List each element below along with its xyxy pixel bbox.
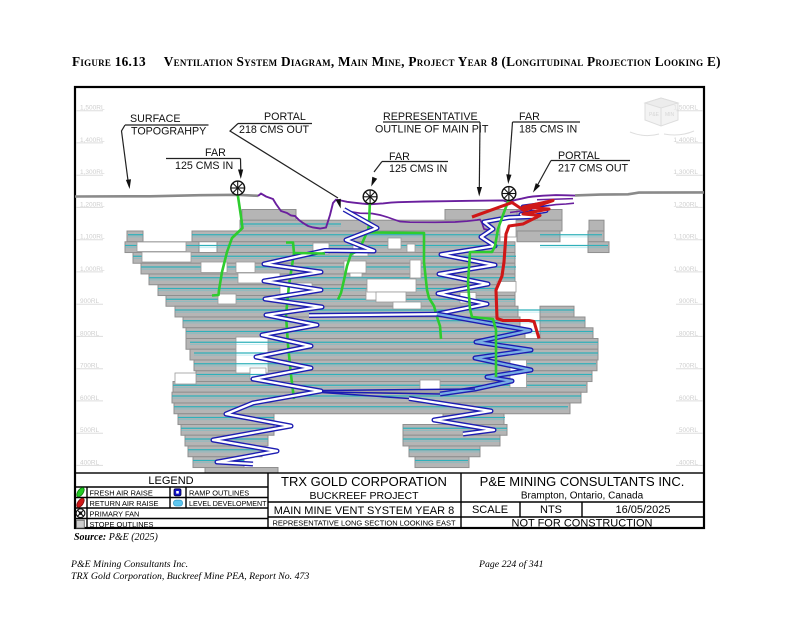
svg-text:500RL: 500RL [80, 427, 100, 434]
svg-text:P&E MINING CONSULTANTS INC.: P&E MINING CONSULTANTS INC. [480, 474, 685, 489]
svg-text:MAIN MINE VENT SYSTEM YEAR 8: MAIN MINE VENT SYSTEM YEAR 8 [274, 505, 455, 517]
svg-text:LEGEND: LEGEND [148, 475, 193, 487]
svg-text:1,300RL: 1,300RL [80, 169, 105, 176]
svg-text:1,500RL: 1,500RL [80, 105, 105, 112]
svg-text:FAR: FAR [389, 151, 410, 163]
svg-text:185 CMS IN: 185 CMS IN [519, 124, 577, 136]
svg-text:900RL: 900RL [679, 298, 699, 305]
svg-text:700RL: 700RL [679, 363, 699, 370]
svg-text:BUCKREEF PROJECT: BUCKREEF PROJECT [309, 490, 419, 502]
svg-text:FAR: FAR [205, 147, 226, 159]
svg-text:P&E: P&E [649, 112, 660, 118]
svg-text:TOPOGRAHPY: TOPOGRAHPY [131, 126, 206, 138]
svg-text:LEVEL DEVELOPMENT: LEVEL DEVELOPMENT [189, 500, 267, 508]
svg-text:SCALE: SCALE [472, 504, 508, 516]
svg-text:SURFACE: SURFACE [130, 113, 180, 125]
svg-text:1,200RL: 1,200RL [673, 201, 698, 208]
svg-text:REPRESENTATIVE: REPRESENTATIVE [383, 111, 478, 123]
svg-text:RAMP OUTLINES: RAMP OUTLINES [189, 488, 249, 497]
svg-text:1,400RL: 1,400RL [673, 137, 698, 144]
svg-text:218 CMS OUT: 218 CMS OUT [239, 124, 310, 136]
svg-text:OUTLINE OF MAIN PIT: OUTLINE OF MAIN PIT [375, 124, 489, 136]
svg-text:500RL: 500RL [679, 427, 699, 434]
svg-text:STOPE OUTLINES: STOPE OUTLINES [90, 520, 154, 529]
svg-text:TRX GOLD CORPORATION: TRX GOLD CORPORATION [281, 474, 447, 489]
svg-text:400RL: 400RL [80, 459, 100, 466]
svg-text:PORTAL: PORTAL [264, 111, 306, 123]
svg-text:1,100RL: 1,100RL [673, 234, 698, 241]
svg-text:800RL: 800RL [80, 330, 100, 337]
svg-text:PORTAL: PORTAL [558, 150, 600, 162]
svg-text:Brampton, Ontario, Canada: Brampton, Ontario, Canada [521, 491, 644, 502]
svg-text:125 CMS IN: 125 CMS IN [175, 160, 233, 172]
svg-text:400RL: 400RL [679, 459, 699, 466]
svg-text:600RL: 600RL [679, 395, 699, 402]
svg-text:1,300RL: 1,300RL [673, 169, 698, 176]
svg-text:800RL: 800RL [679, 330, 699, 337]
svg-text:FRESH AIR RAISE: FRESH AIR RAISE [90, 488, 153, 497]
svg-text:1,400RL: 1,400RL [80, 137, 105, 144]
svg-text:PRIMARY FAN: PRIMARY FAN [90, 509, 140, 518]
svg-text:NOT FOR CONSTRUCTION: NOT FOR CONSTRUCTION [512, 518, 653, 530]
svg-text:900RL: 900RL [80, 298, 100, 305]
svg-text:600RL: 600RL [80, 395, 100, 402]
svg-text:1,000RL: 1,000RL [80, 266, 105, 273]
svg-text:700RL: 700RL [80, 363, 100, 370]
svg-text:MIN: MIN [665, 112, 675, 118]
svg-text:REPRESENTATIVE LONG SECTION LO: REPRESENTATIVE LONG SECTION LOOKING EAST [272, 519, 456, 528]
svg-text:16/05/2025: 16/05/2025 [615, 504, 670, 516]
svg-text:FAR: FAR [519, 111, 540, 123]
svg-text:1,000RL: 1,000RL [673, 266, 698, 273]
svg-text:RETURN AIR RAISE: RETURN AIR RAISE [90, 499, 159, 508]
svg-text:1,500RL: 1,500RL [673, 105, 698, 112]
svg-text:NTS: NTS [540, 504, 562, 516]
svg-text:125 CMS IN: 125 CMS IN [389, 163, 447, 175]
svg-text:217 CMS OUT: 217 CMS OUT [558, 163, 629, 175]
svg-text:1,200RL: 1,200RL [80, 201, 105, 208]
svg-text:1,100RL: 1,100RL [80, 234, 105, 241]
